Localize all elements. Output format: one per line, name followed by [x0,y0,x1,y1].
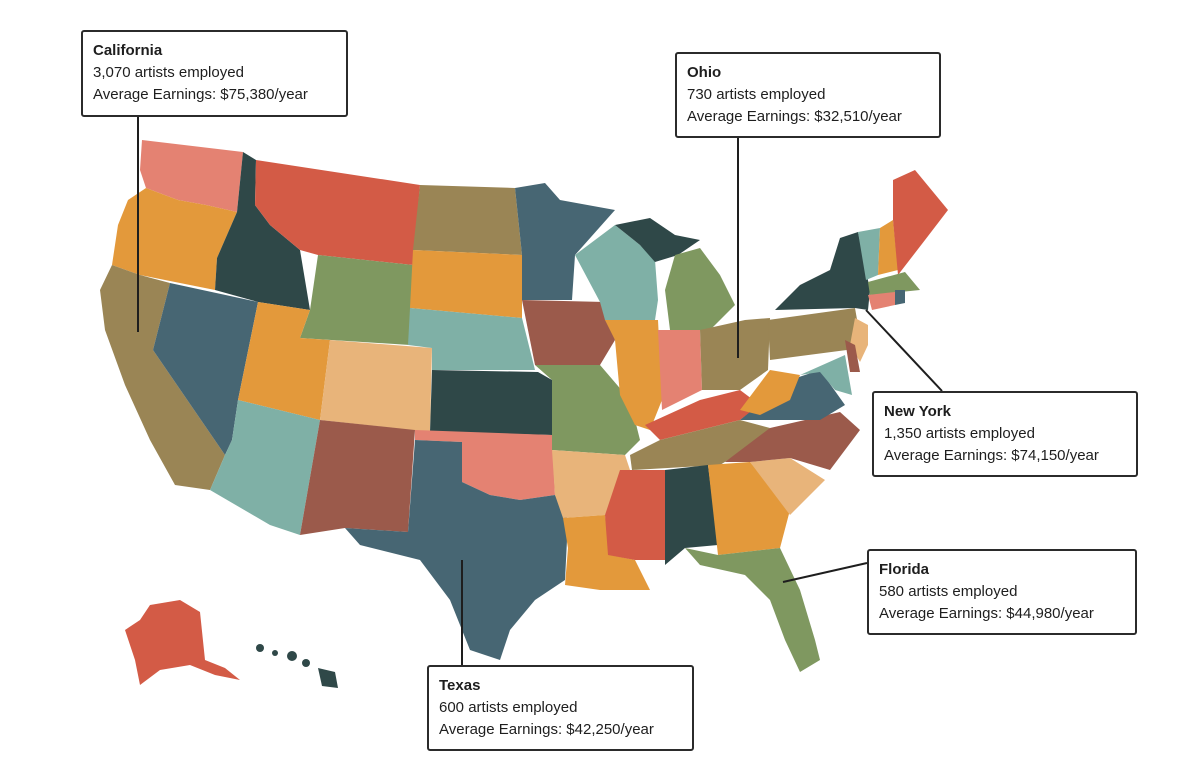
artists-employed: 600 artists employed [439,699,578,716]
artists-employed: 730 artists employed [687,86,826,103]
state-rhode-island [895,290,905,305]
average-earnings: Average Earnings: $44,980/year [879,605,1094,622]
state-missouri [535,365,640,455]
state-vermont [858,228,880,280]
state-georgia [708,462,790,555]
state-alabama [665,465,718,565]
state-minnesota [515,183,615,300]
state-michigan-upper [615,218,700,262]
state-mississippi [605,470,665,560]
state-ohio [700,318,770,390]
callout-florida: Florida 580 artists employed Average Ear… [867,549,1137,635]
state-kentucky [645,390,760,440]
state-maine [893,170,948,275]
state-colorado [320,340,432,432]
state-name: California [93,42,163,59]
callout-ohio: Ohio 730 artists employed Average Earnin… [675,52,941,138]
state-new-mexico [300,420,415,535]
state-south-dakota [410,250,522,318]
state-michigan [665,248,735,330]
state-name: Florida [879,561,930,578]
callout-new-york: New York 1,350 artists employed Average … [872,391,1138,477]
callout-california: California 3,070 artists employed Averag… [81,30,348,117]
state-florida [685,548,820,672]
state-illinois [605,320,662,430]
average-earnings: Average Earnings: $32,510/year [687,108,902,125]
state-hawaii [256,644,338,688]
state-washington [140,140,243,212]
state-texas [345,440,568,660]
state-alaska [125,600,240,685]
state-idaho [215,152,310,310]
leader-line-florida [782,562,868,583]
average-earnings: Average Earnings: $74,150/year [884,447,1099,464]
state-california [100,265,225,490]
artists-employed: 3,070 artists employed [93,64,244,81]
callout-texas: Texas 600 artists employed Average Earni… [427,665,694,751]
artists-employed: 1,350 artists employed [884,425,1035,442]
state-name: Texas [439,677,481,694]
state-new-york [775,232,870,310]
state-kansas [430,370,552,435]
average-earnings: Average Earnings: $75,380/year [93,86,308,103]
state-name: Ohio [687,64,722,81]
state-oregon [112,188,237,290]
state-pennsylvania [768,308,862,360]
state-north-dakota [413,185,522,255]
state-louisiana [563,515,650,590]
state-west-virginia [740,370,800,415]
state-wisconsin [575,225,658,320]
state-name: New York [884,403,951,420]
state-massachusetts [868,272,920,295]
state-connecticut [868,292,895,310]
state-iowa [522,300,615,365]
artists-employed: 580 artists employed [879,583,1018,600]
state-delaware [845,340,860,372]
state-tennessee [630,420,770,470]
state-utah [238,302,330,420]
state-oklahoma [415,430,555,500]
state-arizona [210,400,320,535]
state-new-hampshire [878,220,898,275]
average-earnings: Average Earnings: $42,250/year [439,721,654,738]
state-wyoming [300,255,413,345]
state-south-carolina [750,458,825,515]
state-nebraska [408,308,535,370]
state-montana [255,160,420,265]
state-maryland [800,355,852,395]
state-north-carolina [725,412,860,470]
state-indiana [658,330,702,410]
leader-line-new-york [865,309,943,392]
state-nevada [153,283,258,455]
